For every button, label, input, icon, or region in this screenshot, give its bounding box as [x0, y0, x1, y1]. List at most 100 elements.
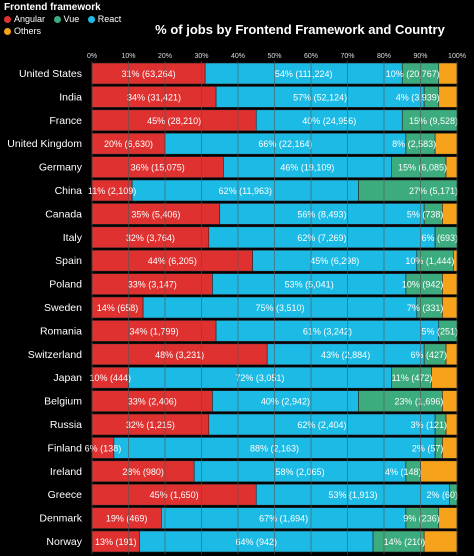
data-label-react: 72% (3,051) — [235, 373, 284, 383]
bar-others — [431, 366, 458, 389]
x-tick-label: 20% — [158, 53, 172, 60]
category-label: Ireland — [50, 466, 82, 478]
data-label-angular: 19% (469) — [106, 514, 148, 524]
data-label-react: 66% (22,164) — [258, 139, 312, 149]
vue-swatch-icon — [53, 16, 61, 23]
data-label-vue: 10% (942) — [402, 280, 444, 290]
bar-others — [420, 460, 458, 483]
legend-item-vue: Vue — [53, 14, 80, 25]
data-label-vue: 5% (738) — [407, 209, 444, 219]
data-label-angular: 36% (15,075) — [131, 163, 185, 173]
data-label-vue: 11% (472) — [392, 373, 433, 383]
data-label-angular: 34% (31,421) — [127, 92, 181, 102]
data-label-angular: 13% (191) — [95, 537, 137, 547]
x-tick-label: 100% — [448, 53, 466, 60]
data-label-react: 43% (2,884) — [321, 350, 370, 360]
bar-others — [442, 203, 458, 225]
category-label: Germany — [39, 162, 83, 174]
bar-others — [445, 343, 458, 366]
data-label-vue: 2% (57) — [412, 443, 444, 453]
category-label: Denmark — [39, 513, 82, 525]
data-label-react: 61% (3,242) — [303, 326, 352, 336]
data-label-vue: 3% (121) — [411, 420, 448, 430]
bar-others — [445, 413, 458, 436]
category-label: Switzerland — [28, 349, 82, 361]
data-label-react: 53% (1,913) — [328, 490, 377, 500]
data-label-angular: 33% (2,406) — [128, 397, 177, 407]
others-swatch-icon — [4, 28, 11, 35]
data-label-vue: 9% (236) — [403, 514, 440, 524]
category-label: Finland — [48, 442, 83, 454]
legend-item-angular: Angular — [4, 14, 45, 25]
x-tick-label: 0% — [87, 53, 97, 60]
data-label-angular: 10% (444) — [89, 373, 131, 383]
category-label: Russia — [50, 419, 82, 431]
data-label-angular: 35% (5,406) — [131, 209, 180, 219]
category-label: Italy — [63, 232, 83, 244]
data-label-vue: 6% (693) — [421, 233, 458, 243]
data-label-vue: 10% (1,444) — [405, 256, 454, 266]
category-label: Romania — [40, 325, 82, 337]
data-label-react: 40% (24,956) — [302, 116, 356, 126]
data-label-angular: 6% (138) — [85, 443, 122, 453]
data-label-react: 62% (11,963) — [219, 186, 272, 196]
x-tick-label: 70% — [340, 53, 354, 60]
data-label-vue: 23% (1,696) — [394, 397, 443, 407]
data-label-react: 62% (2,404) — [297, 420, 346, 430]
data-label-vue: 7% (331) — [407, 303, 444, 313]
category-label: Canada — [45, 208, 82, 220]
data-label-angular: 31% (63,264) — [122, 69, 176, 79]
data-label-angular: 48% (3,231) — [155, 350, 204, 360]
category-label: United Kingdom — [7, 138, 82, 150]
bar-others — [438, 62, 458, 85]
x-tick-label: 90% — [413, 53, 427, 60]
x-tick-label: 80% — [377, 53, 391, 60]
data-label-react: 62% (7,269) — [297, 233, 346, 243]
category-label: Japan — [53, 372, 82, 384]
data-label-angular: 45% (1,650) — [150, 490, 199, 500]
bar-others — [438, 86, 458, 108]
category-label: India — [59, 91, 82, 103]
x-tick-label: 50% — [267, 53, 281, 60]
category-label: Norway — [46, 536, 82, 548]
legend-label: Others — [14, 26, 42, 36]
data-label-angular: 33% (3,147) — [128, 280, 177, 290]
x-tick-label: 10% — [121, 53, 135, 60]
category-label: France — [49, 115, 82, 127]
category-label: Belgium — [44, 396, 82, 408]
data-label-react: 54% (111,224) — [275, 69, 333, 79]
bar-others — [445, 156, 458, 178]
data-label-angular: 32% (1,215) — [126, 420, 175, 430]
data-label-react: 58% (2,065) — [276, 467, 325, 477]
legend-title: Frontend framework — [4, 2, 101, 13]
legend-item-others: Others — [4, 26, 41, 37]
data-label-angular: 14% (658) — [97, 303, 139, 313]
data-label-vue: 15% (6,085) — [398, 163, 447, 173]
data-label-vue: 2% (60) — [426, 490, 458, 500]
data-label-react: 75% (3,510) — [255, 303, 304, 313]
legend-label: React — [97, 14, 122, 24]
data-label-react: 45% (6,298) — [310, 256, 359, 266]
chart-title: % of jobs by Frontend Framework and Coun… — [155, 22, 445, 37]
bar-others — [442, 437, 458, 459]
bar-others — [438, 507, 458, 529]
data-label-react: 64% (942) — [235, 537, 277, 547]
category-label: China — [55, 185, 83, 197]
data-label-angular: 32% (3,764) — [126, 233, 175, 243]
category-label: Poland — [49, 279, 82, 291]
bar-others — [442, 390, 458, 412]
data-label-vue: 10% (20,767) — [386, 69, 440, 79]
legend-label: Vue — [63, 14, 80, 24]
data-label-vue: 14% (210) — [384, 537, 426, 547]
data-label-vue: 4% (3,939) — [396, 92, 440, 102]
data-label-angular: 45% (28,210) — [147, 116, 201, 126]
data-label-angular: 34% (1,799) — [130, 326, 179, 336]
legend-item-react: React — [87, 14, 122, 25]
data-label-react: 67% (1,694) — [259, 514, 308, 524]
data-label-vue: 6% (427) — [411, 350, 448, 360]
data-label-angular: 44% (6,205) — [148, 256, 197, 266]
data-label-vue: 5% (251) — [421, 326, 458, 336]
category-label: Sweden — [44, 302, 82, 314]
